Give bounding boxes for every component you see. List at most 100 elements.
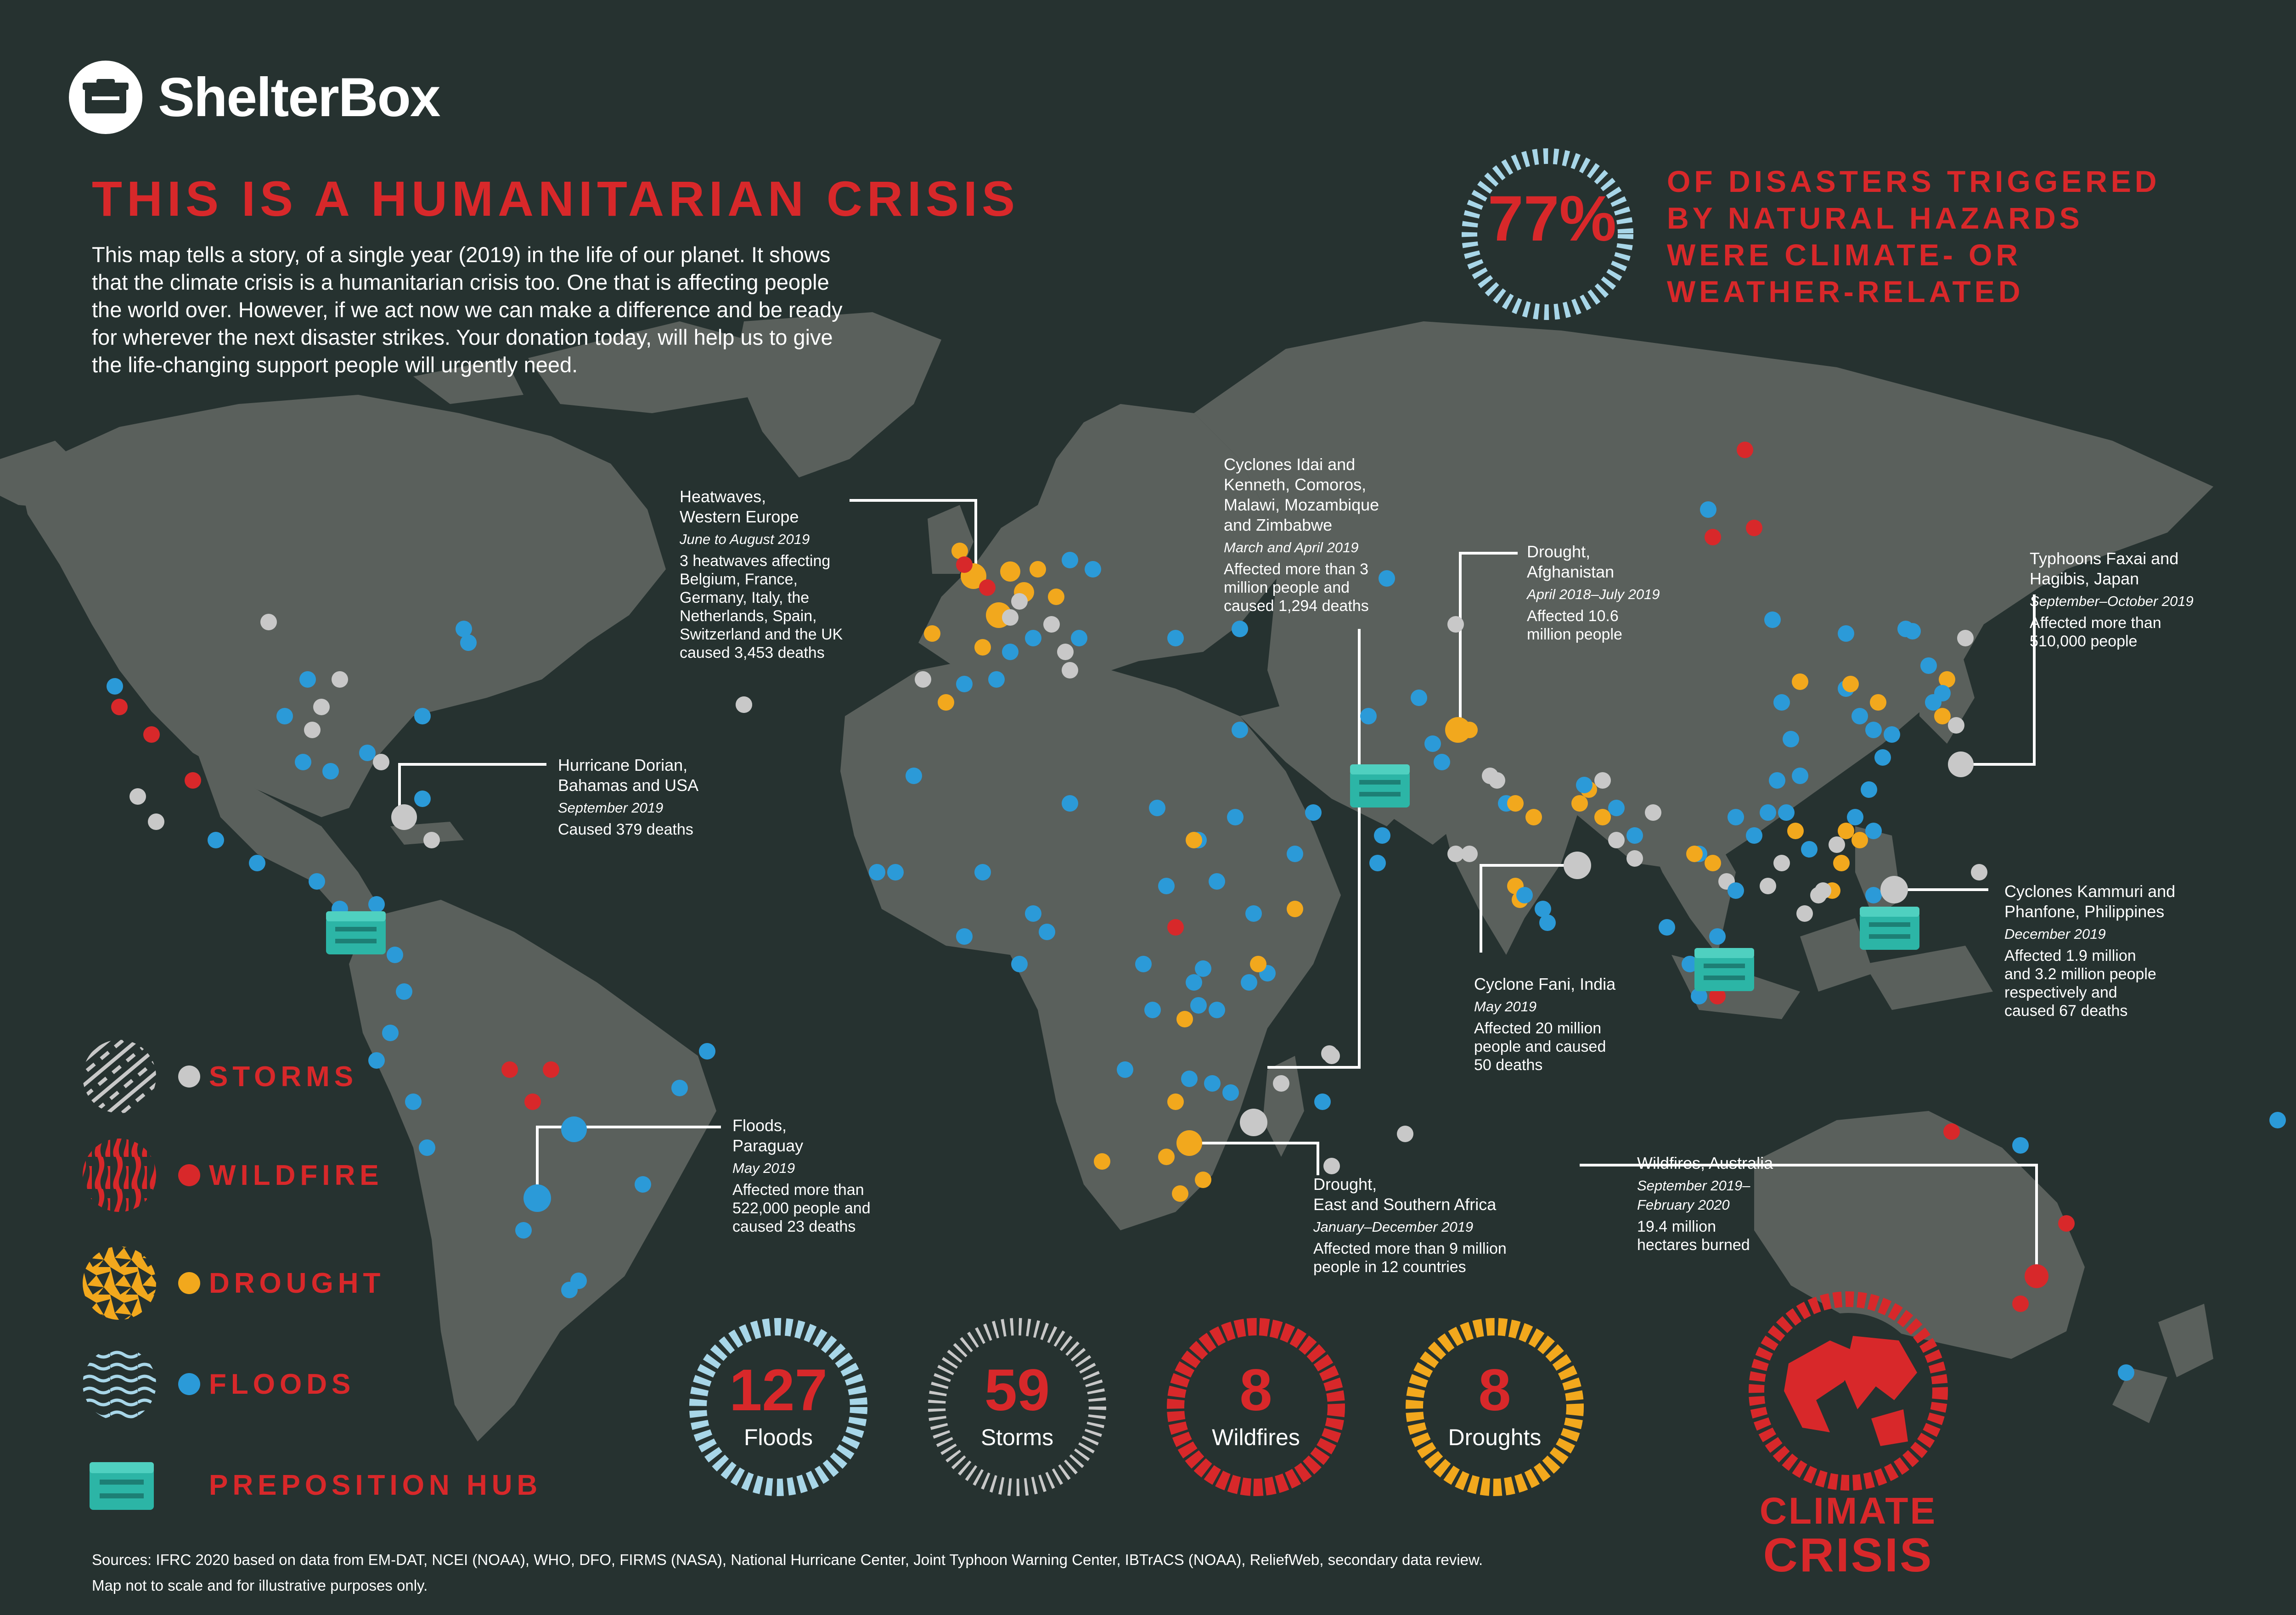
fani-leader [1480, 864, 1577, 953]
flood-marker [1925, 694, 1941, 711]
drought-marker [951, 543, 968, 559]
climate-globe-icon [1749, 1291, 1948, 1491]
flood-marker [956, 928, 973, 945]
flood-marker [561, 1116, 587, 1142]
drought-marker [1507, 795, 1524, 812]
storm-marker [1829, 836, 1845, 853]
wildfire-marker [1746, 520, 1762, 536]
aid-box-icon [326, 911, 386, 954]
flood-marker [1232, 722, 1248, 738]
flood-marker [974, 864, 991, 880]
climate-crisis-label: CLIMATE CRISIS [1759, 1490, 1937, 1582]
legend-storms: STORMS [209, 1061, 358, 1093]
flood-marker [405, 1093, 422, 1110]
flood-marker [1424, 735, 1441, 752]
storm-marker [1323, 1158, 1340, 1174]
drought-marker [1250, 956, 1266, 972]
flood-marker [1865, 823, 1882, 839]
storm-marker [1773, 855, 1790, 871]
flood-marker [1760, 804, 1776, 821]
aid-box-icon [1694, 948, 1754, 991]
storm-marker [1564, 852, 1591, 879]
legend-drought: DROUGHT [209, 1267, 385, 1299]
flood-marker [1071, 630, 1087, 646]
flood-marker [887, 864, 904, 880]
callout-dorian: Hurricane Dorian, Bahamas and USA Septem… [558, 756, 699, 838]
storm-marker [1957, 630, 1974, 646]
flood-marker [1728, 809, 1744, 825]
flood-marker [322, 763, 339, 779]
drought-marker [1167, 1093, 1184, 1110]
flood-marker [396, 983, 412, 1000]
drought-marker [1851, 832, 1868, 848]
flood-marker [1025, 905, 1041, 922]
storm-marker [1321, 1045, 1338, 1062]
flood-marker [295, 754, 311, 770]
wildfire-marker [185, 772, 201, 789]
storm-marker [373, 754, 389, 770]
storm-marker [1461, 846, 1478, 862]
legend-floods: FLOODS [209, 1368, 355, 1400]
storm-marker [1011, 593, 1028, 610]
flood-marker [368, 1052, 385, 1069]
wildfire-dot-icon [178, 1164, 200, 1186]
drought-marker [1158, 1149, 1175, 1165]
wildfire-marker [956, 556, 973, 573]
flood-marker [1149, 800, 1165, 816]
flood-marker [299, 671, 316, 688]
flood-marker [1062, 795, 1078, 812]
flood-marker [1691, 988, 1707, 1004]
storm-dot-icon [178, 1065, 200, 1088]
flood-marker [1181, 1071, 1198, 1087]
flood-marker [1241, 974, 1257, 991]
storm-marker [1273, 1075, 1289, 1092]
storm-marker [1397, 1126, 1413, 1142]
flood-marker [276, 708, 293, 724]
aid-box-icon [1860, 907, 1919, 950]
drought-marker [1792, 673, 1808, 690]
flood-marker [460, 634, 477, 651]
wildfire-marker [2025, 1264, 2048, 1288]
flood-marker [368, 896, 385, 913]
flood-marker [1904, 623, 1921, 639]
drought-pattern-icon [83, 1246, 156, 1320]
flood-marker [1314, 1093, 1331, 1110]
flood-marker [1222, 1084, 1239, 1101]
flood-marker [1158, 878, 1175, 894]
drought-marker [924, 625, 940, 642]
drought-marker [1172, 1185, 1188, 1202]
wildfire-marker [2058, 1215, 2075, 1232]
wildfire-marker [1943, 1123, 1960, 1140]
flood-marker [1369, 855, 1386, 871]
storm-marker [313, 699, 330, 715]
aid-box-icon [1350, 764, 1410, 808]
flood-marker [1659, 919, 1675, 936]
flood-marker [1746, 827, 1762, 844]
event-markers [107, 442, 2286, 1381]
flood-marker [869, 864, 885, 880]
flood-marker [1227, 809, 1244, 825]
storm-pattern-icon [83, 1040, 156, 1113]
wildfire-marker [2012, 1295, 2029, 1312]
flood-marker [1195, 960, 1211, 977]
storm-marker [129, 788, 146, 805]
wildfire-marker [1167, 919, 1184, 936]
flood-marker [1874, 749, 1891, 766]
flood-marker [523, 1184, 551, 1212]
brand-logo[interactable]: ShelterBox [69, 61, 441, 134]
flood-marker [414, 791, 431, 807]
flood-marker [1411, 690, 1427, 706]
wildfire-pattern-icon [83, 1138, 156, 1212]
flood-marker [1062, 552, 1078, 568]
storm-marker [1626, 850, 1643, 867]
drought-dot-icon [178, 1272, 200, 1294]
drought-marker [1176, 1011, 1193, 1027]
flood-marker [1039, 924, 1055, 940]
flood-marker [699, 1043, 715, 1060]
drought-marker [1833, 855, 1850, 871]
flood-marker [635, 1176, 651, 1193]
flood-marker [2269, 1112, 2286, 1128]
drought-marker [1939, 671, 1955, 688]
flood-marker [1728, 882, 1744, 899]
